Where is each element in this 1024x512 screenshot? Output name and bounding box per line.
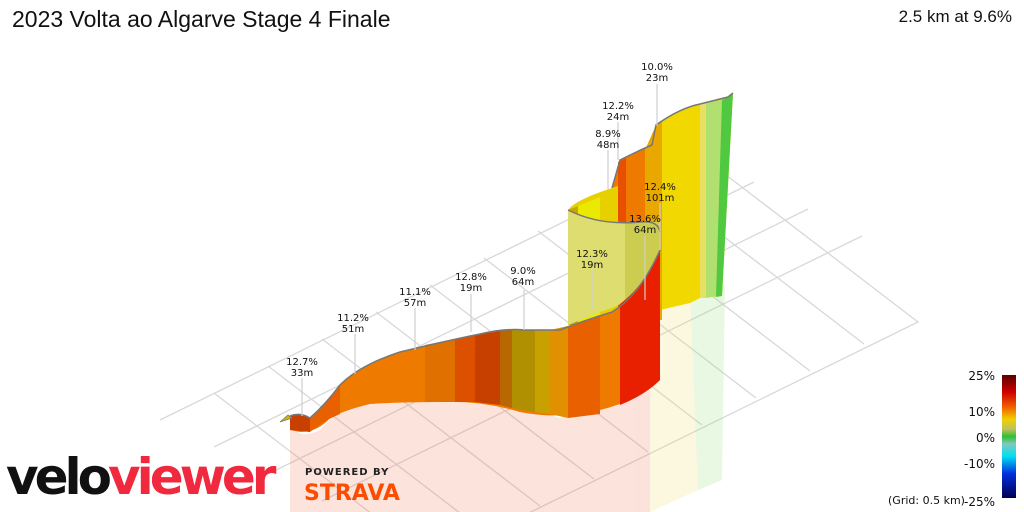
annotation-gradient: 9.0% — [510, 266, 535, 277]
logo-velo: velo — [6, 448, 112, 506]
annotation-length: 33m — [291, 368, 313, 379]
legend-label: -25% — [964, 495, 995, 509]
annotation-gradient: 10.0% — [641, 62, 673, 73]
legend-label: 25% — [968, 369, 995, 383]
legend-label: -10% — [964, 457, 995, 471]
annotation-length: 64m — [634, 225, 656, 236]
annotation-gradient: 11.2% — [337, 313, 369, 324]
climb-summary: 2.5 km at 9.6% — [898, 7, 1012, 26]
color-scale-bar — [1002, 375, 1016, 498]
powered-by-label: POWERED BY — [305, 467, 390, 478]
annotation-length: 101m — [646, 193, 675, 204]
chart-title: 2023 Volta ao Algarve Stage 4 Finale — [12, 6, 391, 32]
grid-scale-note: (Grid: 0.5 km) — [888, 494, 965, 507]
annotation-gradient: 12.7% — [286, 357, 318, 368]
annotation-gradient: 12.2% — [602, 101, 634, 112]
annotation-length: 48m — [597, 140, 619, 151]
annotation-length: 24m — [607, 112, 629, 123]
annotation-labels: 12.7% 33m 11.2% 51m 11.1% 57m 12.8% 19m … — [286, 62, 676, 379]
annotation-length: 19m — [460, 283, 482, 294]
legend-label: 0% — [976, 431, 995, 445]
annotation-gradient: 12.4% — [644, 182, 676, 193]
annotation-gradient: 13.6% — [629, 214, 661, 225]
annotation-gradient: 11.1% — [399, 287, 431, 298]
annotation-gradient: 12.3% — [576, 249, 608, 260]
profile-reflection — [290, 285, 725, 512]
gradient-color-legend: 25% 10% 0% -10% -25% — [964, 369, 1016, 509]
annotation-gradient: 12.8% — [455, 272, 487, 283]
annotation-gradient: 8.9% — [595, 129, 620, 140]
annotation-length: 64m — [512, 277, 534, 288]
profile-hairpin-section — [567, 186, 661, 330]
annotation-leaders — [301, 84, 661, 416]
strava-logo: STRAVA — [304, 481, 400, 506]
veloviewer-logo: veloviewer — [6, 452, 276, 502]
logo-viewer: viewer — [108, 448, 276, 506]
annotation-length: 19m — [581, 260, 603, 271]
legend-label: 10% — [968, 405, 995, 419]
profile-lower-section — [279, 249, 661, 432]
annotation-length: 23m — [646, 73, 668, 84]
annotation-length: 57m — [404, 298, 426, 309]
annotation-length: 51m — [342, 324, 364, 335]
